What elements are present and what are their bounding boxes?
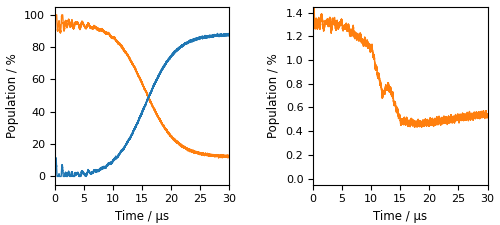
Y-axis label: Population / %: Population / % — [6, 53, 18, 138]
X-axis label: Time / μs: Time / μs — [373, 210, 428, 223]
Y-axis label: Population / %: Population / % — [267, 53, 280, 138]
X-axis label: Time / μs: Time / μs — [115, 210, 170, 223]
